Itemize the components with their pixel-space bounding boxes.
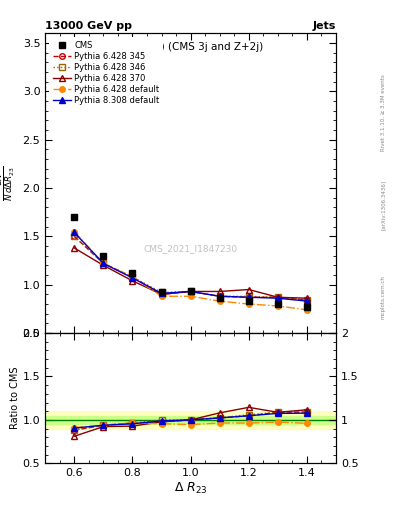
Text: 13000 GeV pp: 13000 GeV pp xyxy=(45,20,132,31)
Legend: CMS, Pythia 6.428 345, Pythia 6.428 346, Pythia 6.428 370, Pythia 6.428 default,: CMS, Pythia 6.428 345, Pythia 6.428 346,… xyxy=(50,37,163,109)
Text: Jets: Jets xyxy=(313,20,336,31)
Text: Rivet 3.1.10, ≥ 3.3M events: Rivet 3.1.10, ≥ 3.3M events xyxy=(381,74,386,151)
Bar xyxy=(45,416,336,424)
Bar xyxy=(45,411,336,429)
Text: CMS_2021_I1847230: CMS_2021_I1847230 xyxy=(143,245,238,253)
Text: Δ R (jets) (CMS 3j and Z+2j): Δ R (jets) (CMS 3j and Z+2j) xyxy=(118,42,264,52)
X-axis label: $\Delta\ R_{23}$: $\Delta\ R_{23}$ xyxy=(174,481,208,496)
Text: [arXiv:1306.3436]: [arXiv:1306.3436] xyxy=(381,180,386,230)
Text: mcplots.cern.ch: mcplots.cern.ch xyxy=(381,275,386,319)
Y-axis label: $\frac{1}{N}\frac{dN}{d\Delta R_{23}}$: $\frac{1}{N}\frac{dN}{d\Delta R_{23}}$ xyxy=(0,165,17,201)
Y-axis label: Ratio to CMS: Ratio to CMS xyxy=(10,367,20,430)
